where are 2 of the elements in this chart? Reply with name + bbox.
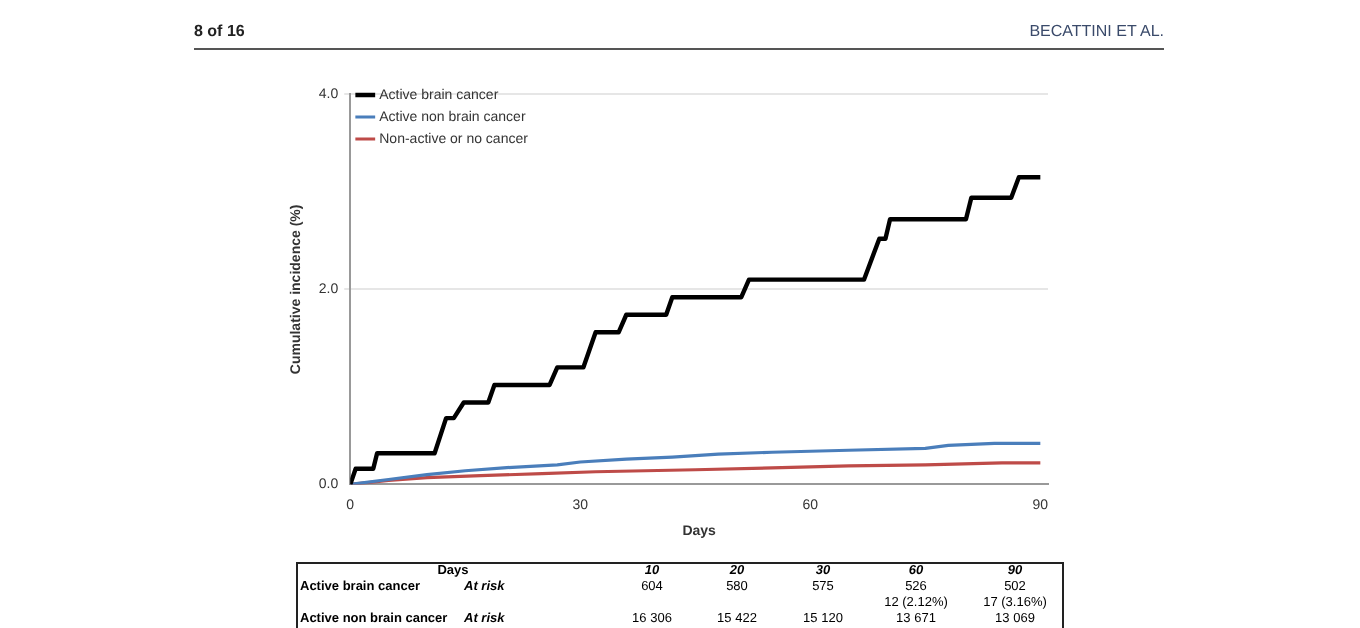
text: BECATTINI ET AL. [1029,22,1164,40]
text: 8 of 16 [194,22,245,40]
